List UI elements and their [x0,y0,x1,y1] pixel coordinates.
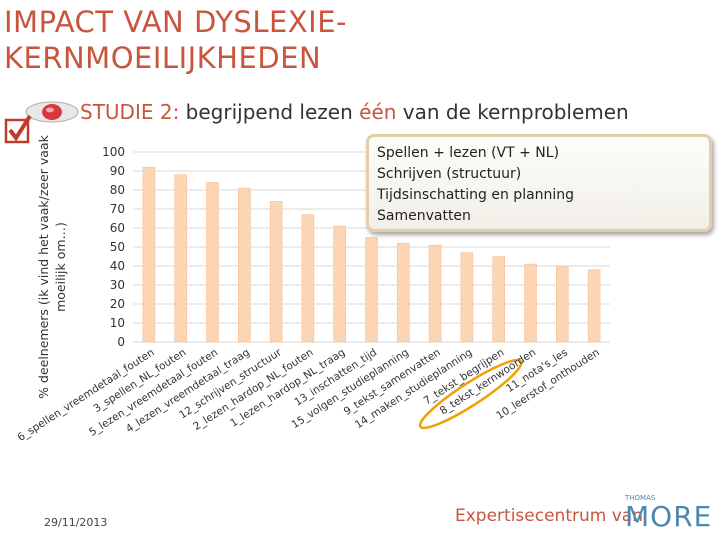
y-tick-label: 40 [110,259,125,273]
bar [397,242,410,343]
callout-line: Spellen + lezen (VT + NL) [377,145,560,161]
bar [142,166,156,343]
bar [174,174,187,343]
bar [269,201,283,343]
y-tick-label: 80 [110,183,125,197]
callout-line: Tijdsinschatting en planning [377,187,575,203]
logo-brand: MORE [625,500,713,533]
y-axis-label: % deelnemers (ik vind het vaak/zeer vaak… [36,134,68,398]
subtitle-highlight: één [359,100,397,124]
bar [365,237,378,343]
y-tick-label: 10 [110,316,125,330]
y-tick-label: 50 [110,240,125,254]
y-tick-label: 90 [110,164,125,178]
bar [301,214,315,343]
y-tick-label: 60 [110,221,125,235]
bar-chart: 01020304050607080901006_spellen_vreemdet… [15,134,610,444]
y-tick-label: 70 [110,202,125,216]
bar [524,263,537,343]
bar [556,265,569,343]
y-tick-label: 0 [117,335,125,349]
subtitle: STUDIE 2: begrijpend lezen één van de ke… [80,100,629,124]
thomas-more-logo: Expertisecentrum van THOMAS MORE [455,494,717,538]
bar [460,252,474,343]
bar [206,182,219,343]
y-tick-label: 20 [110,297,125,311]
bar [587,269,601,343]
bar [428,244,442,343]
callout-line: Schrijven (structuur) [377,166,522,182]
subtitle-text-after: van de kernproblemen [402,100,629,124]
bar [492,256,505,343]
slide-title: IMPACT VAN DYSLEXIE-KERNMOEILIJKHEDEN [4,5,348,75]
y-tick-label: 100 [102,145,125,159]
callout-line: Samenvatten [377,208,471,224]
logo-small-text: THOMAS [625,494,656,502]
y-tick-label: 30 [110,278,125,292]
bar [238,187,251,343]
checkbox-pill-icon [4,101,79,144]
callout-box: Spellen + lezen (VT + NL) Schrijven (str… [366,134,712,232]
subtitle-text-before: begrijpend lezen [185,100,353,124]
highlight-ellipse [418,358,523,430]
logo-text: Expertisecentrum van [455,506,643,526]
bar [333,225,346,343]
slide-date: 29/11/2013 [44,516,108,529]
study-label: STUDIE 2: [80,100,180,124]
